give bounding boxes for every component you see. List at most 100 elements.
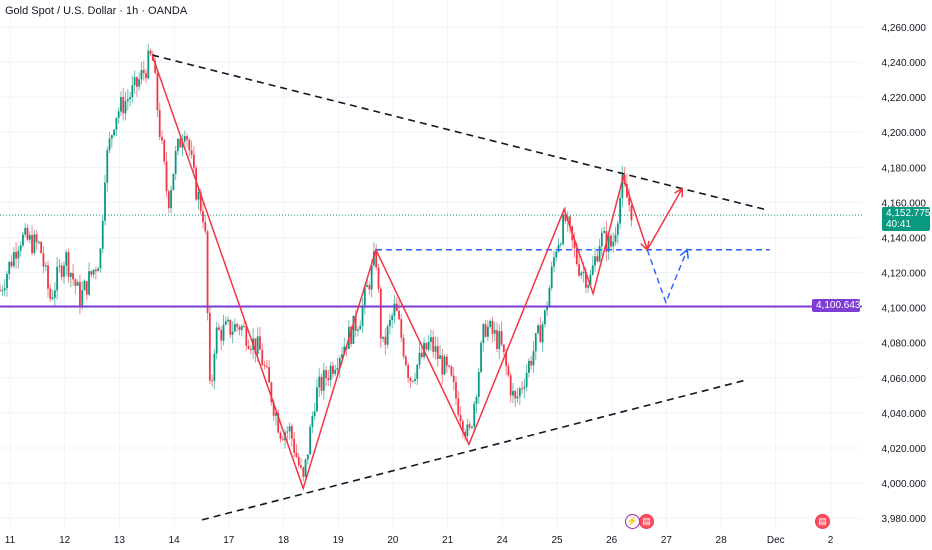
candle-body [15, 252, 18, 259]
candle-body [268, 367, 270, 383]
candle-body [67, 252, 70, 277]
candle-body [158, 110, 161, 137]
candle-body [514, 391, 517, 399]
us-flag-icon[interactable]: ▤ [815, 514, 830, 529]
candle-body [630, 204, 633, 221]
candle-body [92, 269, 95, 275]
candle-body [484, 324, 487, 337]
candle-body [343, 346, 346, 355]
candle-body [304, 459, 307, 477]
candle-body [486, 326, 489, 337]
candle-body [621, 174, 624, 198]
candle-body [614, 234, 617, 242]
lightning-icon[interactable]: ⚡ [625, 514, 640, 529]
candle-body [445, 356, 448, 366]
candle-body [600, 232, 603, 247]
candle-body [534, 333, 537, 352]
us-flag-icon[interactable]: ▤ [639, 514, 654, 529]
candle-body [51, 297, 54, 300]
y-tick-label: 4,000.000 [882, 479, 927, 490]
candle-body [12, 252, 15, 267]
candle-body [215, 327, 218, 354]
candle-body [427, 341, 430, 350]
candle-body [370, 265, 373, 290]
x-tick-label: 2 [828, 535, 834, 546]
candle-body [218, 327, 220, 330]
drawings[interactable] [0, 54, 862, 521]
candle-body [170, 189, 172, 209]
candle-body [154, 60, 157, 74]
candle-body [104, 182, 106, 221]
x-tick-label: 27 [661, 535, 673, 546]
candle-body [466, 424, 469, 437]
candle-body [594, 256, 596, 266]
price-axis[interactable]: 4,260.000 4,240.000 4,220.000 4,200.000 4,18… [882, 23, 927, 525]
candle-body [457, 398, 460, 415]
candles [0, 43, 633, 482]
candle-body [612, 241, 615, 247]
upper-trendline [152, 54, 766, 211]
y-tick-label: 4,100.000 [882, 304, 927, 315]
candle-body [60, 265, 63, 277]
candle-body [350, 326, 353, 344]
candle-body [359, 325, 362, 330]
candle-body [525, 372, 528, 387]
candle-body [368, 285, 371, 290]
candle-body [496, 330, 498, 350]
y-tick-label: 4,240.000 [882, 58, 927, 69]
candle-body [500, 331, 503, 345]
candle-body [247, 345, 250, 349]
candle-body [195, 167, 198, 200]
candle-body [265, 366, 268, 368]
candle-body [101, 220, 104, 249]
candle-body [430, 337, 432, 342]
candle-body [156, 73, 159, 111]
candle-body [174, 150, 177, 174]
candle-body [382, 336, 384, 339]
candle-body [616, 223, 619, 235]
candle-body [509, 375, 512, 396]
candle-body [523, 386, 526, 389]
candle-body [177, 138, 179, 151]
candle-body [133, 77, 136, 86]
candle-body [263, 365, 266, 367]
candle-body [411, 380, 414, 382]
candle-body [452, 375, 455, 382]
candle-body [115, 117, 118, 130]
time-axis[interactable]: 11 12 13 14 17 18 19 20 21 24 25 26 27 28 Dec 2 [5, 535, 834, 546]
candle-body [596, 256, 599, 262]
y-tick-label: 4,120.000 [882, 269, 927, 280]
candle-body [300, 465, 302, 468]
candle-body [489, 321, 492, 327]
candle-body [302, 467, 305, 477]
candle-body [336, 367, 339, 370]
y-tick-label: 3,980.000 [882, 514, 927, 525]
x-tick-label: 20 [387, 535, 399, 546]
candle-body [0, 290, 2, 292]
candle-body [528, 360, 530, 373]
candle-body [254, 338, 257, 354]
candle-body [480, 342, 482, 372]
candle-body [386, 326, 389, 345]
candle-body [293, 438, 296, 453]
candle-body [325, 370, 327, 379]
candle-body [402, 337, 405, 357]
candle-body [505, 352, 508, 366]
y-tick-label: 4,160.000 [882, 198, 927, 209]
candle-body [44, 265, 47, 267]
candle-body [81, 290, 84, 308]
candle-body [388, 319, 391, 327]
candle-body [550, 266, 553, 289]
candle-body [539, 325, 542, 343]
candle-body [136, 77, 138, 87]
candle-body [603, 231, 606, 233]
candle-body [129, 97, 131, 100]
candle-body [316, 387, 318, 412]
candle-body [626, 184, 628, 198]
candle-body [79, 282, 81, 308]
candle-body [498, 331, 501, 350]
candle-body [400, 319, 403, 338]
candle-body [188, 139, 191, 151]
y-tick-label: 4,060.000 [882, 374, 927, 385]
